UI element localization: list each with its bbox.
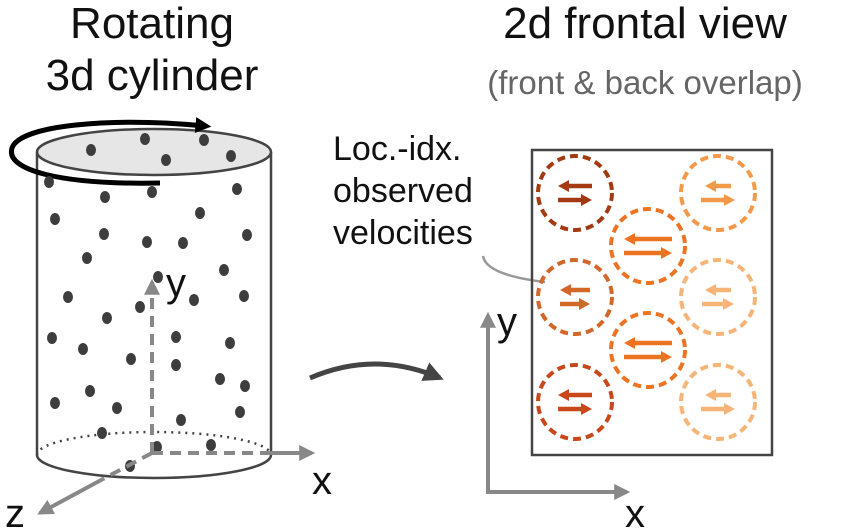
velocity-circle xyxy=(679,363,757,441)
y-axis-label: y xyxy=(166,261,186,305)
y-axis-2d-label: y xyxy=(497,300,517,344)
particle-dot xyxy=(195,207,205,219)
curved-rotation-arrow-icon xyxy=(8,117,212,186)
right-subtitle: (front & back overlap) xyxy=(487,64,802,101)
velocity-arrow-head xyxy=(661,351,672,363)
velocity-arrow-head xyxy=(705,284,716,296)
velocity-arrow-head xyxy=(705,389,716,401)
velocity-arrow-head xyxy=(723,298,734,310)
velocity-circle xyxy=(536,154,614,232)
velocity-circle-outline xyxy=(609,311,687,389)
axes-3d: y x z xyxy=(5,261,332,531)
velocity-arrow-head xyxy=(624,337,635,349)
callout-line1: Loc.-idx. xyxy=(333,130,462,168)
particle-dot xyxy=(86,144,96,156)
left-title-line2: 3d cylinder xyxy=(46,51,259,100)
cylinder-top-face xyxy=(35,127,273,177)
velocity-arrow-head xyxy=(724,194,735,206)
particle-dot xyxy=(97,427,107,439)
particle-dot xyxy=(152,441,162,453)
particle-dot xyxy=(171,331,181,343)
particle-dot xyxy=(176,414,186,426)
particle-dot xyxy=(99,228,109,240)
particle-dot xyxy=(178,237,188,249)
particle-dot xyxy=(219,264,229,276)
velocity-circle-outline xyxy=(679,258,757,336)
particle-dot xyxy=(147,186,157,198)
particle-dot xyxy=(102,312,112,324)
x-axis-2d-label: x xyxy=(625,492,645,531)
particle-dot xyxy=(153,271,163,283)
x-axis-label: x xyxy=(312,459,332,503)
particle-dot xyxy=(112,402,122,414)
particle-dot xyxy=(199,134,209,146)
particle-dot xyxy=(82,252,92,264)
particle-dot xyxy=(240,380,250,392)
particle-dot xyxy=(235,406,245,418)
particle-dot xyxy=(126,353,136,365)
particle-dot xyxy=(142,236,152,248)
particle-dot xyxy=(63,291,73,303)
particle-dot xyxy=(140,133,150,145)
particle-dot xyxy=(50,397,60,409)
velocity-circle-outline xyxy=(536,154,614,232)
velocity-circle xyxy=(679,258,757,336)
particle-dot xyxy=(189,294,199,306)
particle-dot xyxy=(78,343,88,355)
z-axis-line-dashed xyxy=(102,451,153,481)
right-panel: 2d frontal view (front & back overlap) L… xyxy=(333,0,803,531)
particle-dot xyxy=(50,213,60,225)
velocity-arrow-head xyxy=(558,389,569,401)
velocity-circle-outline xyxy=(609,207,687,285)
velocity-circle-outline xyxy=(679,363,757,441)
velocity-circle-outline xyxy=(536,258,614,336)
velocity-circle xyxy=(609,207,687,285)
frontal-view-frame xyxy=(530,148,774,457)
cylinder xyxy=(35,127,273,480)
curved-transform-arrow-icon xyxy=(309,361,444,381)
velocity-arrow-head xyxy=(560,284,571,296)
velocity-arrow-head xyxy=(558,180,569,192)
cylinder-particles xyxy=(44,133,252,472)
velocity-circles xyxy=(536,154,757,441)
right-title: 2d frontal view xyxy=(503,0,787,48)
z-axis-line-solid xyxy=(37,477,104,515)
particle-dot xyxy=(44,176,54,188)
velocity-arrow-head xyxy=(579,298,590,310)
velocity-circle-outline xyxy=(536,363,614,441)
particle-dot xyxy=(226,150,236,162)
particle-dot xyxy=(225,337,235,349)
particle-dot xyxy=(242,229,252,241)
particle-dot xyxy=(135,301,145,313)
velocity-circle-outline xyxy=(679,154,757,232)
particle-dot xyxy=(232,183,242,195)
velocity-arrow-head xyxy=(705,180,716,192)
particle-dot xyxy=(161,154,171,166)
velocity-circle xyxy=(679,154,757,232)
callout-line2: observed xyxy=(333,172,473,210)
callout-line3: velocities xyxy=(333,214,473,252)
particle-dot xyxy=(85,385,95,397)
particle-dot xyxy=(100,191,110,203)
left-title-line1: Rotating xyxy=(70,0,234,48)
left-panel: Rotating 3d cylinder y x z xyxy=(5,0,332,531)
axes-2d: y x xyxy=(480,300,645,531)
velocity-arrow-head xyxy=(581,194,592,206)
velocity-circle xyxy=(536,363,614,441)
particle-dot xyxy=(206,439,216,451)
particle-dot xyxy=(171,359,181,371)
cylinder-bottom-front-edge xyxy=(35,454,273,480)
velocity-arrow-head xyxy=(624,233,635,245)
velocity-circle xyxy=(536,258,614,336)
particle-dot xyxy=(215,373,225,385)
velocity-arrow-head xyxy=(724,403,735,415)
callout-leader-line xyxy=(481,255,546,284)
velocity-arrow-head xyxy=(581,403,592,415)
velocity-circle xyxy=(609,311,687,389)
particle-dot xyxy=(47,332,57,344)
z-axis-label: z xyxy=(5,492,25,531)
particle-dot xyxy=(239,290,249,302)
velocity-arrow-head xyxy=(661,247,672,259)
